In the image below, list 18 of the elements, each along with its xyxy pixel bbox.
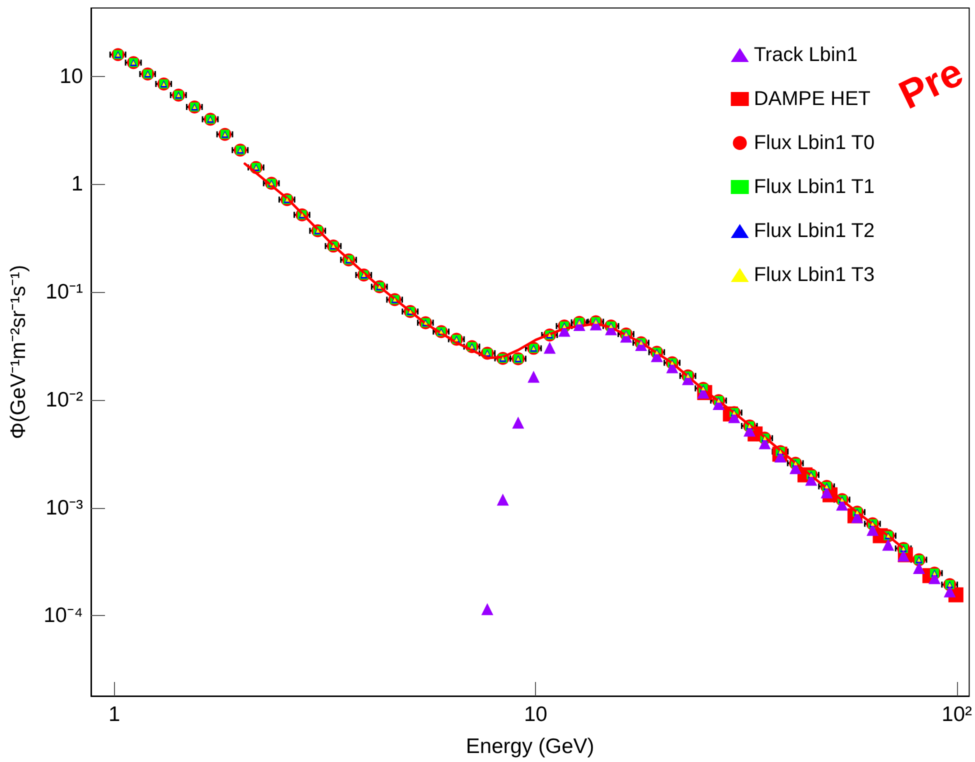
legend-label: Flux Lbin1 T3 [754, 264, 875, 286]
legend-label: DAMPE HET [754, 88, 871, 110]
x-axis-title: Energy (GeV) [466, 735, 594, 758]
annotation: Pre [892, 50, 970, 118]
x-tick-label: 10² [942, 703, 972, 726]
y-axis-title: Φ(GeV⁻¹m⁻²sr⁻¹s⁻¹) [7, 264, 30, 440]
y-tick-label: 10⁻¹ [46, 280, 83, 304]
y-tick-label: 10⁻³ [46, 496, 83, 520]
x-tick-label: 10 [524, 703, 548, 726]
legend-label: Flux Lbin1 T0 [754, 132, 875, 154]
y-tick-label: 1 [71, 172, 83, 196]
legend-label: Flux Lbin1 T2 [754, 220, 875, 242]
y-tick-label: 10⁻² [46, 388, 83, 412]
x-tick-label: 1 [108, 703, 120, 726]
y-tick-label: 10⁻⁴ [44, 604, 83, 628]
legend-label: Flux Lbin1 T1 [754, 176, 875, 198]
legend-label: Track Lbin1 [754, 44, 858, 66]
y-tick-label: 10 [60, 64, 83, 88]
